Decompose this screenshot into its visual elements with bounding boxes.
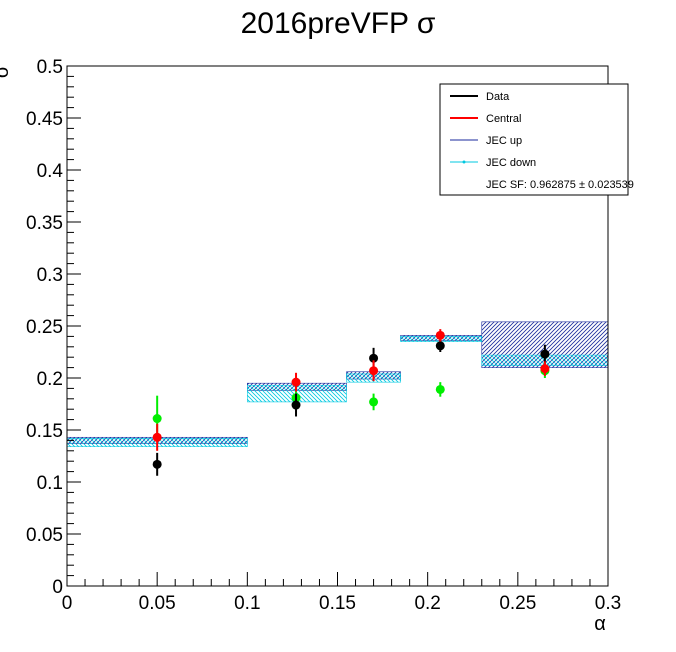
y-tick-label: 0.15: [26, 421, 63, 442]
legend-data-label: Data: [486, 91, 510, 103]
legend-jec-up-label: JEC up: [486, 135, 522, 147]
x-tick-label: 0.15: [319, 593, 356, 614]
x-tick-label: 0.2: [414, 593, 440, 614]
y-tick-label: 0.4: [37, 161, 64, 182]
central-point: [152, 432, 162, 442]
legend-central-label: Central: [486, 113, 521, 125]
y-tick-label: 0: [52, 577, 63, 598]
y-tick-label: 0.05: [26, 525, 63, 546]
x-tick-label: 0.25: [499, 593, 536, 614]
legend-jec-down-label: JEC down: [486, 157, 536, 169]
central-point: [540, 364, 550, 374]
green-point: [435, 384, 445, 394]
data-point: [540, 349, 550, 359]
legend-sf-text: JEC SF: 0.962875 ± 0.023539: [486, 179, 634, 191]
green-point: [152, 414, 162, 424]
central-point: [291, 377, 301, 387]
x-tick-label: 0.05: [139, 593, 176, 614]
data-points: [152, 329, 550, 476]
x-axis-label: α: [594, 613, 606, 635]
data-point: [291, 400, 301, 410]
y-tick-label: 0.2: [37, 369, 63, 390]
y-axis-label: σ: [0, 65, 13, 78]
central-point: [369, 366, 379, 376]
central-point: [435, 330, 445, 340]
data-point: [435, 341, 445, 351]
y-tick-label: 0.45: [26, 109, 63, 130]
y-tick-label: 0.1: [37, 473, 63, 494]
axes: 0 0.05 0.1 0.15 0.2 0.25 0.3 0 0.05 0.1 0.15 0.2 0.2…: [26, 57, 621, 614]
legend-jec-down-dot: [462, 160, 466, 164]
data-point: [369, 353, 379, 363]
data-point: [152, 459, 162, 469]
x-tick-label: 0.1: [234, 593, 260, 614]
y-tick-label: 0.35: [26, 213, 63, 234]
y-tick-label: 0.3: [37, 265, 63, 286]
y-tick-label: 0.5: [37, 57, 63, 78]
green-point: [369, 397, 379, 407]
systematic-bands: [66, 321, 609, 447]
x-tick-label: 0: [62, 593, 73, 614]
legend: Data Central JEC up JEC down JEC SF: 0.9…: [439, 83, 634, 196]
x-tick-label: 0.3: [595, 593, 621, 614]
chart-title: 2016preVFP σ: [241, 7, 436, 40]
legend-box: [439, 83, 629, 196]
y-tick-label: 0.25: [26, 317, 63, 338]
